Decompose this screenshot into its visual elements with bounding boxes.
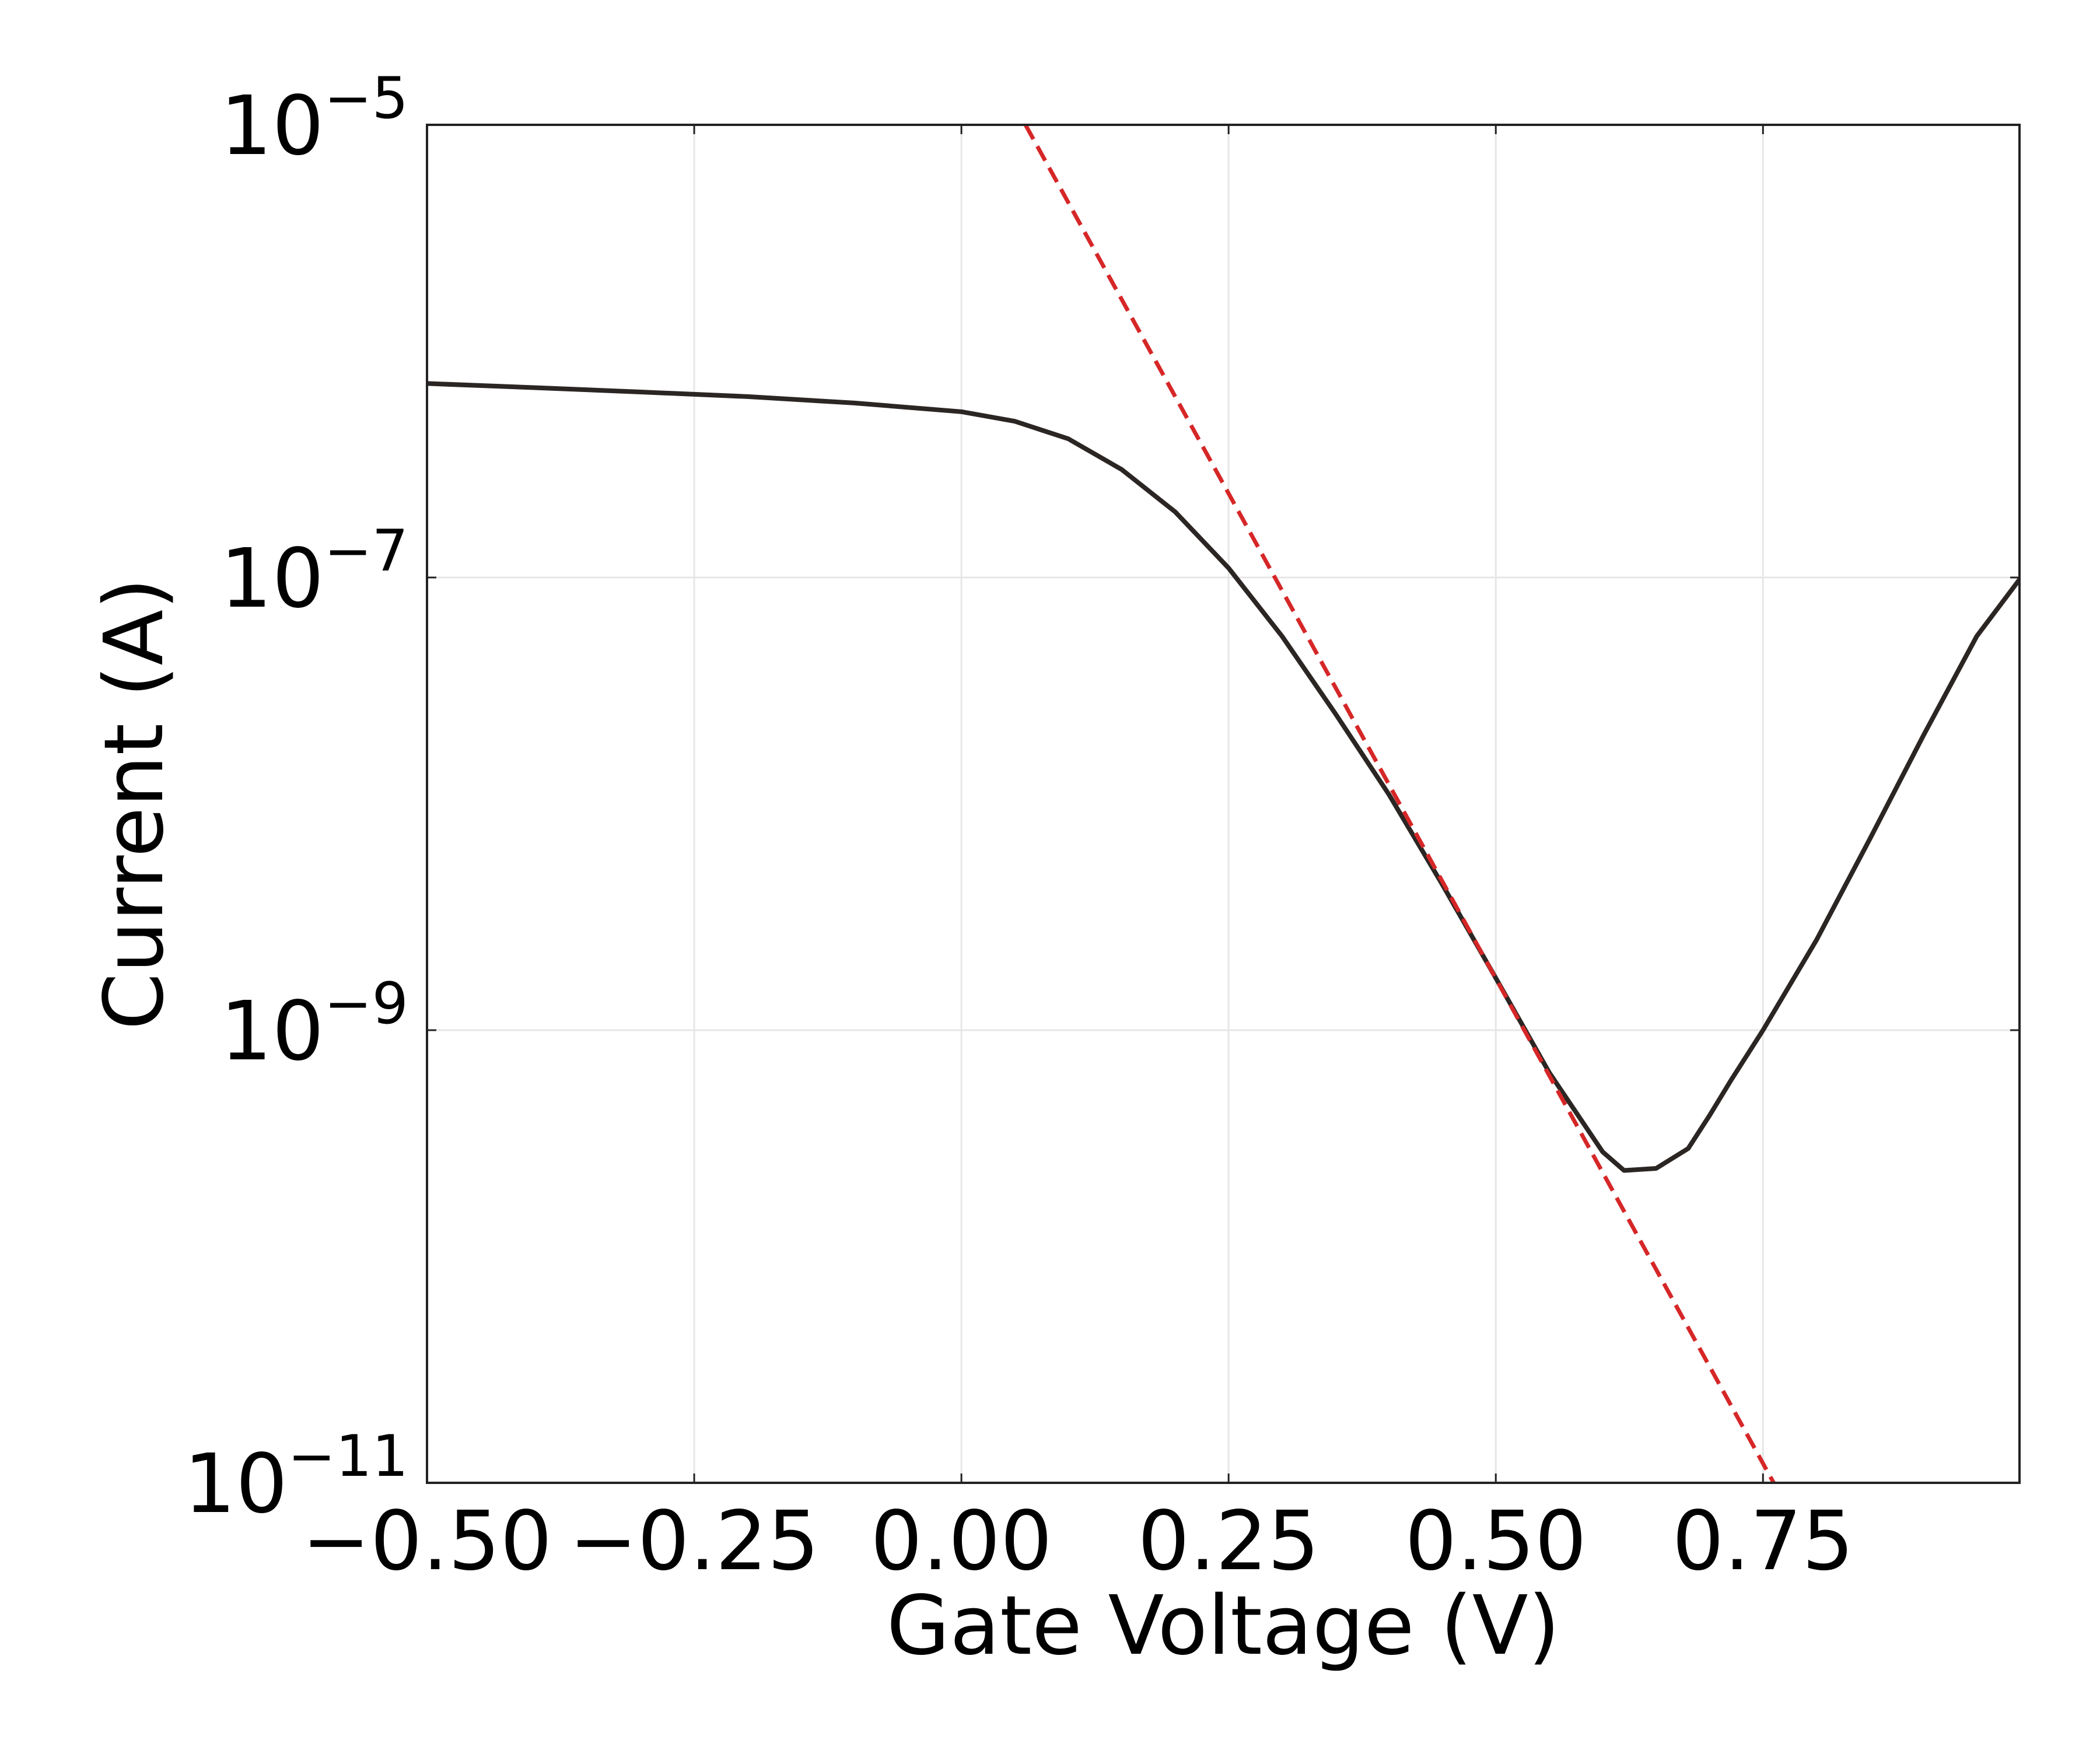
x-tick-label: 0.50 [1405,1494,1587,1589]
y-tick-label: 10−7 [220,518,408,626]
current-curve [427,381,2020,1173]
tick-marks [426,124,2020,1484]
y-tick-label: 10−9 [220,971,408,1079]
y-tick-labels: 10−5 10−7 10−9 10−11 [184,65,408,1532]
x-tick-label: 0.00 [870,1494,1052,1589]
y-axis-label: Current (A) [87,578,182,1030]
y-tick-label: 10−11 [184,1423,408,1532]
x-tick-label: −0.50 [302,1494,552,1589]
x-tick-label: −0.25 [569,1494,820,1589]
plot-frame [426,124,2021,1484]
x-axis-label: Gate Voltage (V) [887,1578,1560,1674]
grid [426,124,2020,1484]
x-tick-label: 0.75 [1672,1494,1854,1589]
x-tick-labels: −0.50 −0.25 0.00 0.25 0.50 0.75 [302,1494,1854,1589]
series-layer [427,125,2020,1483]
y-tick-label: 10−5 [220,65,408,174]
fit-line-dashed [1023,125,1776,1483]
x-tick-label: 0.25 [1138,1494,1320,1589]
